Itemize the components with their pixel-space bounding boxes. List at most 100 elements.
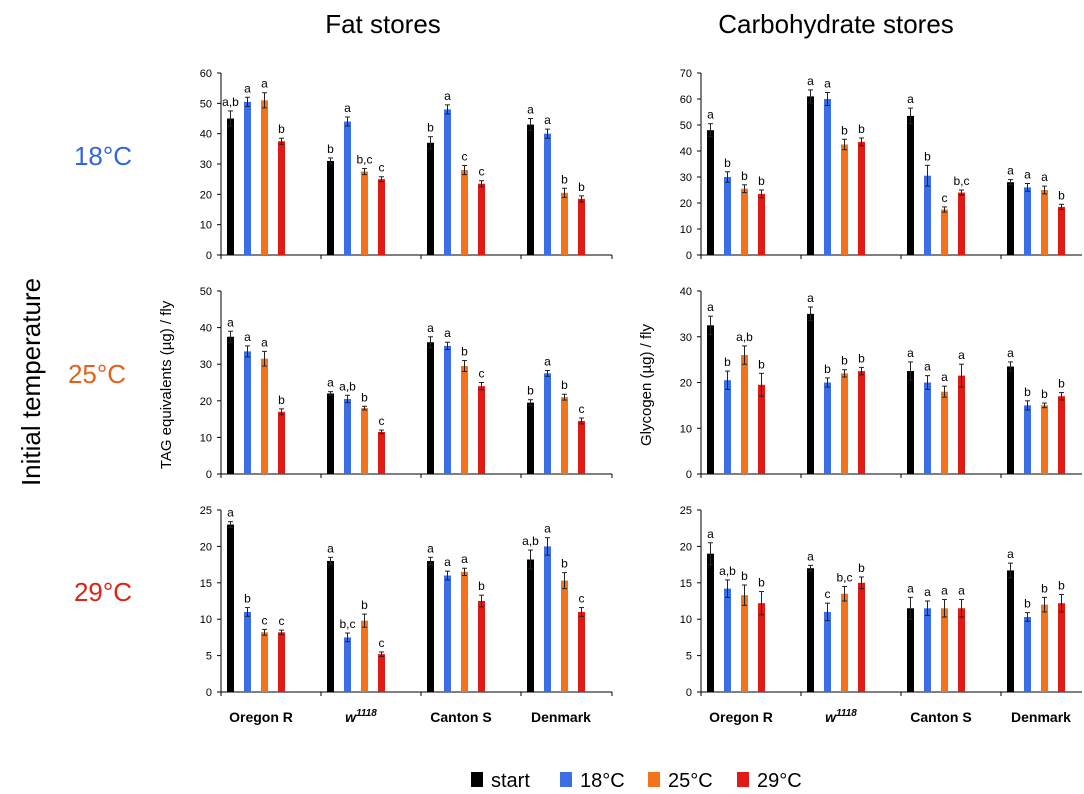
significance-letter: a <box>1007 346 1014 360</box>
y-tick-label: 40 <box>200 323 212 335</box>
bar <box>427 560 434 692</box>
bar <box>361 620 368 692</box>
bar <box>378 179 385 255</box>
bar <box>1024 405 1031 474</box>
y-tick-label: 10 <box>200 614 212 626</box>
y-tick-label: 20 <box>200 541 212 553</box>
bar <box>461 571 468 692</box>
bar <box>527 124 534 255</box>
significance-letter: c <box>462 150 468 164</box>
y-tick-label: 10 <box>200 220 212 232</box>
significance-letter: b <box>361 598 368 612</box>
significance-letter: b,c <box>836 570 852 584</box>
bar <box>278 411 285 474</box>
bar <box>1024 617 1031 692</box>
significance-letter: a,b <box>736 330 753 344</box>
bar <box>924 608 931 692</box>
significance-letter: b,c <box>953 174 969 188</box>
y-tick-label: 25 <box>680 505 692 517</box>
y-tick-label: 0 <box>206 469 212 481</box>
y-tick-label: 30 <box>680 332 692 344</box>
y-tick-label: 15 <box>680 578 692 590</box>
significance-letter: c <box>379 161 385 175</box>
bar <box>427 142 434 255</box>
significance-letter: a <box>824 77 831 91</box>
bar <box>478 183 485 255</box>
significance-letter: a <box>707 300 714 314</box>
bar <box>907 371 914 474</box>
significance-letter: a <box>1024 168 1031 182</box>
bar <box>724 588 731 692</box>
y-tick-label: 20 <box>680 541 692 553</box>
significance-letter: b <box>1041 387 1048 401</box>
bar <box>1041 405 1048 474</box>
significance-letter: b <box>724 156 731 170</box>
bar <box>378 431 385 474</box>
significance-letter: a <box>344 101 351 115</box>
bar <box>807 313 814 474</box>
strain-label: Canton S <box>430 709 491 725</box>
row-label-25: 25°C <box>68 359 126 389</box>
significance-letter: b <box>578 180 585 194</box>
strain-label: Denmark <box>1011 709 1071 725</box>
strain-label: Denmark <box>531 709 591 725</box>
bar <box>561 397 568 474</box>
bar <box>958 608 965 692</box>
bar <box>841 144 848 255</box>
significance-letter: b <box>1024 597 1031 611</box>
significance-letter: b <box>841 123 848 137</box>
bar <box>378 654 385 692</box>
significance-letter: b <box>741 169 748 183</box>
y-tick-label: 20 <box>200 396 212 408</box>
significance-letter: b <box>741 569 748 583</box>
bar <box>924 175 931 255</box>
bar <box>958 192 965 255</box>
bar <box>741 595 748 692</box>
bar <box>1058 396 1065 474</box>
bar <box>941 608 948 692</box>
bar <box>261 358 268 474</box>
significance-letter: a <box>444 326 451 340</box>
significance-letter: a <box>807 549 814 563</box>
legend-label-25: 25°C <box>668 770 713 792</box>
bar <box>1058 206 1065 255</box>
bar <box>361 408 368 474</box>
significance-letter: a <box>544 113 551 127</box>
significance-letter: c <box>579 402 585 416</box>
significance-letter: a <box>941 370 948 384</box>
bar <box>344 398 351 474</box>
bar <box>724 380 731 474</box>
significance-letter: b <box>478 579 485 593</box>
significance-letter: a <box>544 354 551 368</box>
bar <box>444 109 451 256</box>
significance-letter: b <box>1058 377 1065 391</box>
bar <box>244 611 251 692</box>
significance-letter: a <box>444 89 451 103</box>
significance-letter: b <box>1058 578 1065 592</box>
y-tick-label: 20 <box>680 198 692 210</box>
bar <box>478 601 485 692</box>
bar <box>1041 190 1048 255</box>
y-tick-label: 50 <box>200 286 212 298</box>
bar <box>1024 187 1031 255</box>
bar <box>227 118 234 255</box>
significance-letter: b <box>841 354 848 368</box>
y-tick-label: 0 <box>206 250 212 262</box>
bar <box>444 575 451 692</box>
significance-letter: b <box>824 362 831 376</box>
significance-letter: a <box>907 581 914 595</box>
bar <box>841 373 848 474</box>
bar <box>1007 182 1014 255</box>
y-tick-label: 10 <box>680 423 692 435</box>
bar <box>958 375 965 474</box>
significance-letter: b <box>244 592 251 606</box>
y-tick-label: 30 <box>200 159 212 171</box>
significance-letter: a <box>527 103 534 117</box>
col-title-carb: Carbohydrate stores <box>718 9 954 39</box>
y-tick-label: 50 <box>200 98 212 110</box>
bar <box>327 160 334 255</box>
bar <box>1041 604 1048 692</box>
